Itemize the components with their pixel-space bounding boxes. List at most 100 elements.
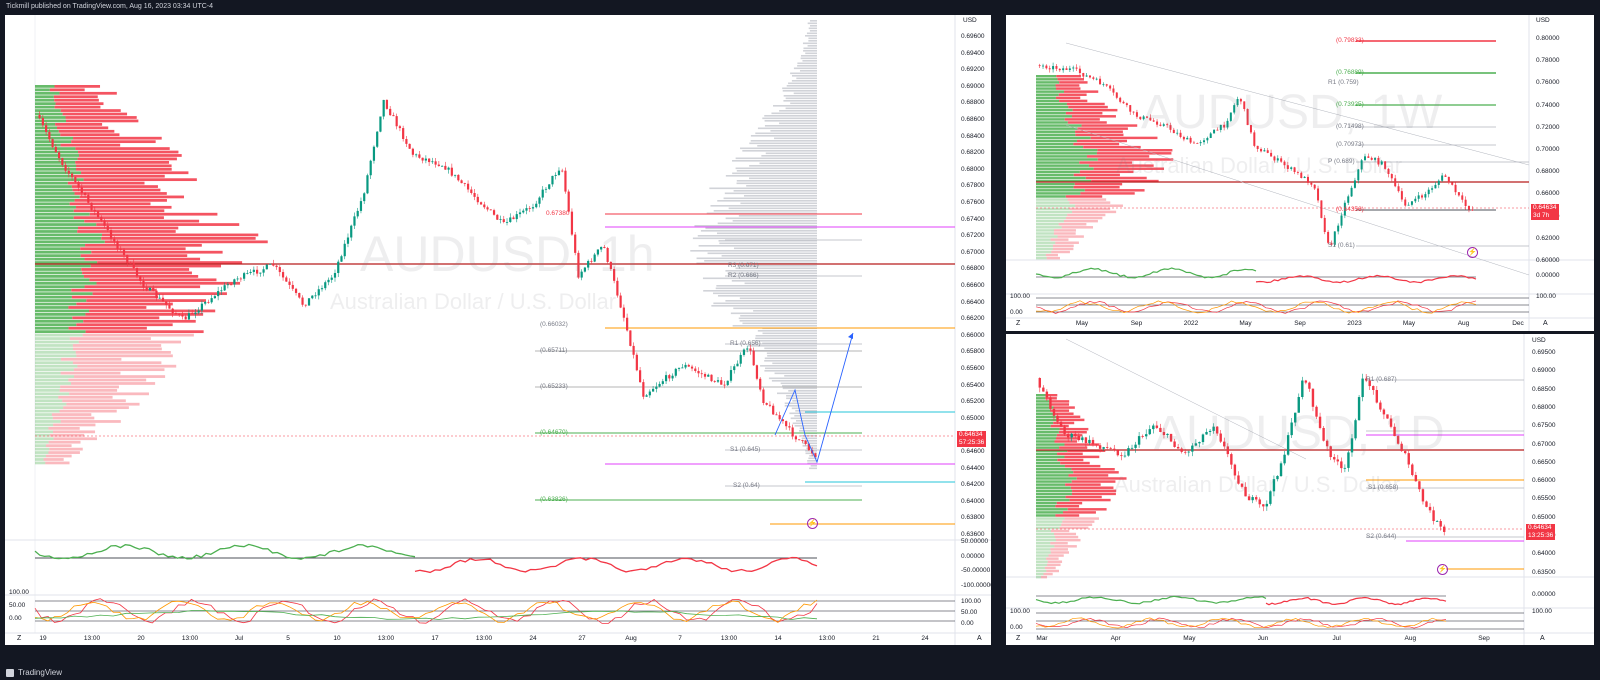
- level-label-6: (0.64356): [1336, 206, 1364, 213]
- main-chart-canvas[interactable]: [5, 15, 991, 645]
- z-button[interactable]: Z: [1016, 635, 1021, 642]
- volume-bar-red: [1072, 108, 1118, 112]
- time-tick: 7: [678, 635, 682, 642]
- candle-body: [794, 436, 798, 440]
- volume-bar-red: [1057, 418, 1085, 422]
- volume-bar-green: [1036, 152, 1097, 155]
- volume-bar-gray: [731, 280, 817, 282]
- candle-body: [356, 210, 359, 217]
- candle-body: [145, 287, 148, 291]
- candle-body: [116, 241, 119, 249]
- candle-body: [1425, 501, 1428, 507]
- candle-body: [148, 287, 152, 291]
- a-button[interactable]: A: [977, 635, 982, 642]
- z-button[interactable]: Z: [17, 635, 22, 642]
- price-tick: 0.67500: [1532, 422, 1556, 430]
- volume-bar-red: [1086, 155, 1150, 158]
- volume-bar-gray: [771, 380, 817, 382]
- candle-body: [1213, 129, 1216, 134]
- volume-bar-green: [1036, 415, 1056, 419]
- volume-bar-red: [1071, 480, 1116, 483]
- candle-body: [1357, 397, 1361, 421]
- candle-body: [1148, 429, 1151, 435]
- level-label-1: (0.79833): [1336, 37, 1364, 44]
- candle-body: [1074, 433, 1077, 437]
- volume-bar-green: [1036, 99, 1060, 103]
- volume-bar-gray: [808, 40, 817, 42]
- main-chart-panel[interactable]: AUDUSD, 1h Australian Dollar / U.S. Doll…: [5, 15, 991, 645]
- candle-body: [90, 202, 93, 210]
- volume-bar-green: [35, 458, 44, 461]
- volume-bar-red: [1076, 139, 1127, 143]
- volume-bar-green: [1036, 424, 1051, 428]
- candle-body: [726, 380, 729, 386]
- volume-bar-green: [35, 389, 60, 392]
- volume-bar-gray: [746, 185, 817, 187]
- volume-bar-red: [76, 302, 173, 306]
- volume-bar-red: [96, 223, 240, 226]
- volume-bar-green: [35, 382, 72, 385]
- stoch-left-tick: 100.00: [9, 589, 29, 596]
- volume-bar-green: [1036, 145, 1084, 149]
- weekly-chart-canvas[interactable]: [1006, 15, 1594, 331]
- candle-body: [181, 314, 184, 317]
- volume-bar-green: [1036, 115, 1072, 118]
- a-button[interactable]: A: [1543, 320, 1548, 327]
- candle-body: [1095, 444, 1098, 446]
- volume-bar-green: [35, 85, 55, 88]
- volume-bar-red: [43, 458, 64, 461]
- volume-bar-green: [35, 340, 79, 344]
- candle-body: [557, 170, 561, 175]
- candle-body: [1239, 99, 1242, 102]
- weekly-chart-panel[interactable]: AUDUSD, 1W Australian Dollar / U.S. Doll…: [1006, 15, 1594, 331]
- candle-body: [1230, 454, 1233, 465]
- candle-body: [502, 219, 505, 222]
- volume-bar-green: [1036, 501, 1057, 505]
- candle-body: [372, 146, 376, 161]
- daily-chart-canvas[interactable]: [1006, 334, 1594, 645]
- pivot-r1-label: R1 (0.687): [1366, 376, 1397, 383]
- candle-body: [778, 415, 781, 420]
- volume-bar-green: [1036, 566, 1045, 570]
- candle-body: [54, 146, 57, 153]
- a-button[interactable]: A: [1540, 635, 1545, 642]
- candle-body: [613, 269, 616, 281]
- volume-bar-gray: [753, 340, 817, 342]
- candle-body: [265, 264, 268, 270]
- daily-chart-panel[interactable]: AUDUSD, 1D Australian Dollar / U.S. Doll…: [1006, 334, 1594, 645]
- event-bolt-icon[interactable]: ⚡: [1467, 247, 1478, 258]
- volume-bar-red: [62, 112, 128, 116]
- volume-bar-gray: [788, 82, 817, 85]
- candle-body: [1081, 437, 1084, 441]
- price-tick: 0.72000: [1536, 123, 1560, 131]
- event-bolt-icon[interactable]: ⚡: [807, 518, 818, 529]
- fib-label-2: (0.65711): [540, 347, 568, 354]
- candle-body: [700, 373, 703, 375]
- volume-bar-gray: [782, 87, 817, 90]
- candle-body: [798, 439, 801, 441]
- candle-body: [1194, 443, 1198, 446]
- volume-bar-red: [1064, 90, 1099, 93]
- volume-bar-green: [35, 440, 49, 444]
- event-bolt-icon[interactable]: ⚡: [1437, 564, 1448, 575]
- candle-body: [1263, 150, 1266, 152]
- z-button[interactable]: Z: [1016, 320, 1021, 327]
- candle-body: [171, 308, 174, 314]
- candle-body: [1276, 158, 1279, 161]
- osc-tick: 50.00000: [961, 538, 989, 545]
- candle-body: [804, 440, 807, 444]
- volume-bar-gray: [755, 337, 817, 340]
- volume-bar-green: [35, 261, 98, 264]
- candle-body: [1049, 397, 1052, 409]
- price-tick: 0.68500: [1532, 385, 1556, 393]
- candle-body: [473, 193, 476, 197]
- volume-bar-red: [1061, 523, 1093, 526]
- volume-bar-green: [1036, 449, 1068, 452]
- candle-body: [466, 183, 470, 190]
- volume-bar-green: [1036, 250, 1052, 254]
- current-price-value: 0.64634: [1533, 204, 1557, 211]
- volume-bar-red: [1055, 514, 1080, 517]
- candle-body: [681, 367, 684, 369]
- volume-bar-gray: [770, 130, 817, 132]
- volume-bar-gray: [698, 245, 817, 247]
